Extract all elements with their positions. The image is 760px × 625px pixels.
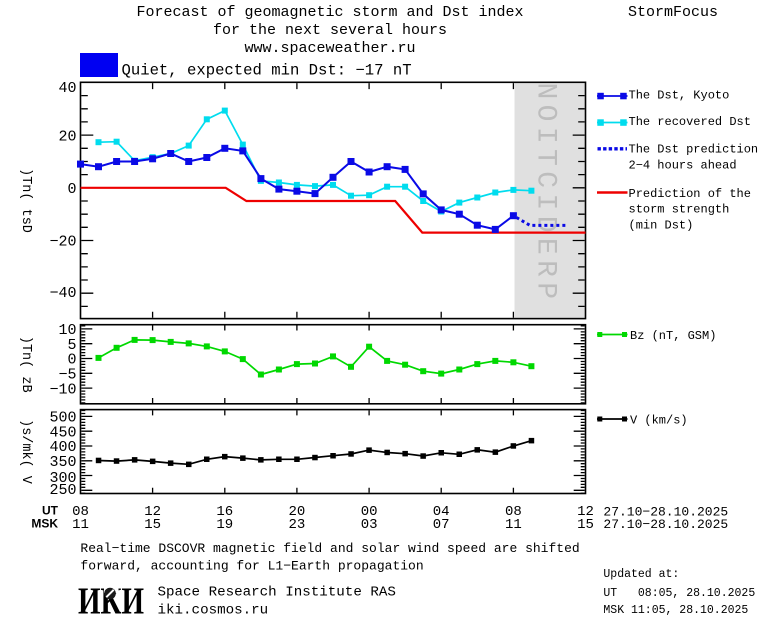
svg-text:00: 00	[361, 504, 378, 520]
svg-text:20: 20	[288, 504, 305, 520]
svg-text:500: 500	[49, 410, 76, 427]
svg-text:storm strength: storm strength	[629, 202, 730, 216]
svg-text:)s/mk( V: )s/mk( V	[18, 419, 33, 485]
svg-text:The recovered Dst: The recovered Dst	[629, 115, 751, 129]
svg-text:15: 15	[144, 517, 161, 533]
svg-text:350: 350	[49, 454, 76, 471]
svg-text:08: 08	[72, 504, 89, 520]
svg-text:The Dst prediction: The Dst prediction	[629, 142, 759, 156]
svg-text:16: 16	[216, 504, 233, 520]
svg-text:Space Research Institute RAS: Space Research Institute RAS	[158, 585, 396, 601]
svg-text:)Tn( tsD: )Tn( tsD	[18, 168, 33, 233]
svg-text:23: 23	[288, 517, 305, 533]
svg-text:08: 08	[505, 504, 522, 520]
svg-text:−20: −20	[49, 234, 76, 251]
svg-text:NOITCIDERP: NOITCIDERP	[530, 82, 561, 304]
svg-text:(min Dst): (min Dst)	[629, 218, 694, 232]
svg-text:UT: UT	[42, 504, 59, 518]
svg-text:www.spaceweather.ru: www.spaceweather.ru	[244, 40, 415, 57]
svg-text:StormFocus: StormFocus	[628, 4, 718, 21]
svg-text:forward, accounting for L1−Ear: forward, accounting for L1−Earth propaga…	[80, 558, 423, 573]
svg-text:27.10−28.10.2025: 27.10−28.10.2025	[603, 505, 728, 520]
svg-text:The Dst, Kyoto: The Dst, Kyoto	[629, 89, 730, 103]
svg-text:)Tn( zB: )Tn( zB	[18, 336, 33, 393]
svg-text:250: 250	[49, 482, 76, 499]
svg-text:11: 11	[505, 517, 522, 533]
svg-text:40: 40	[58, 80, 76, 97]
svg-text:Quiet, expected min Dst: −17 n: Quiet, expected min Dst: −17 nT	[122, 62, 412, 80]
svg-text:10: 10	[58, 322, 76, 339]
svg-text:300: 300	[49, 470, 76, 487]
svg-text:0: 0	[67, 352, 76, 369]
svg-text:MSK 11:05, 28.10.2025: MSK 11:05, 28.10.2025	[603, 604, 748, 617]
svg-text:12: 12	[577, 504, 594, 520]
svg-text:04: 04	[433, 504, 450, 520]
svg-text:0: 0	[67, 181, 76, 198]
svg-text:07: 07	[433, 517, 450, 533]
svg-text:MSK: MSK	[31, 517, 58, 531]
svg-text:V (km/s): V (km/s)	[630, 413, 688, 427]
svg-text:for the next several hours: for the next several hours	[213, 22, 447, 39]
svg-text:Real−time DSCOVR magnetic fiel: Real−time DSCOVR magnetic field and sola…	[80, 541, 579, 556]
svg-text:−5: −5	[58, 367, 76, 384]
svg-text:450: 450	[49, 424, 76, 441]
svg-text:11: 11	[72, 517, 89, 533]
svg-text:−10: −10	[49, 381, 76, 398]
svg-text:5: 5	[67, 337, 76, 354]
svg-text:Bz (nT, GSM): Bz (nT, GSM)	[630, 329, 716, 343]
svg-text:Updated at:: Updated at:	[603, 568, 679, 581]
svg-text:Forecast of geomagnetic storm: Forecast of geomagnetic storm and Dst in…	[136, 4, 523, 21]
svg-text:−40: −40	[49, 285, 76, 302]
svg-text:Prediction of the: Prediction of the	[629, 187, 751, 201]
svg-text:12: 12	[144, 504, 161, 520]
svg-text:15: 15	[577, 517, 594, 533]
svg-text:20: 20	[58, 129, 76, 146]
svg-text:19: 19	[216, 517, 233, 533]
svg-text:iki.cosmos.ru: iki.cosmos.ru	[158, 603, 269, 619]
svg-text:27.10−28.10.2025: 27.10−28.10.2025	[603, 517, 728, 532]
svg-text:03: 03	[361, 517, 378, 533]
svg-text:2−4 hours ahead: 2−4 hours ahead	[629, 159, 737, 173]
svg-text:400: 400	[49, 439, 76, 456]
svg-text:UT 08:05, 28.10.2025: UT 08:05, 28.10.2025	[603, 587, 755, 600]
